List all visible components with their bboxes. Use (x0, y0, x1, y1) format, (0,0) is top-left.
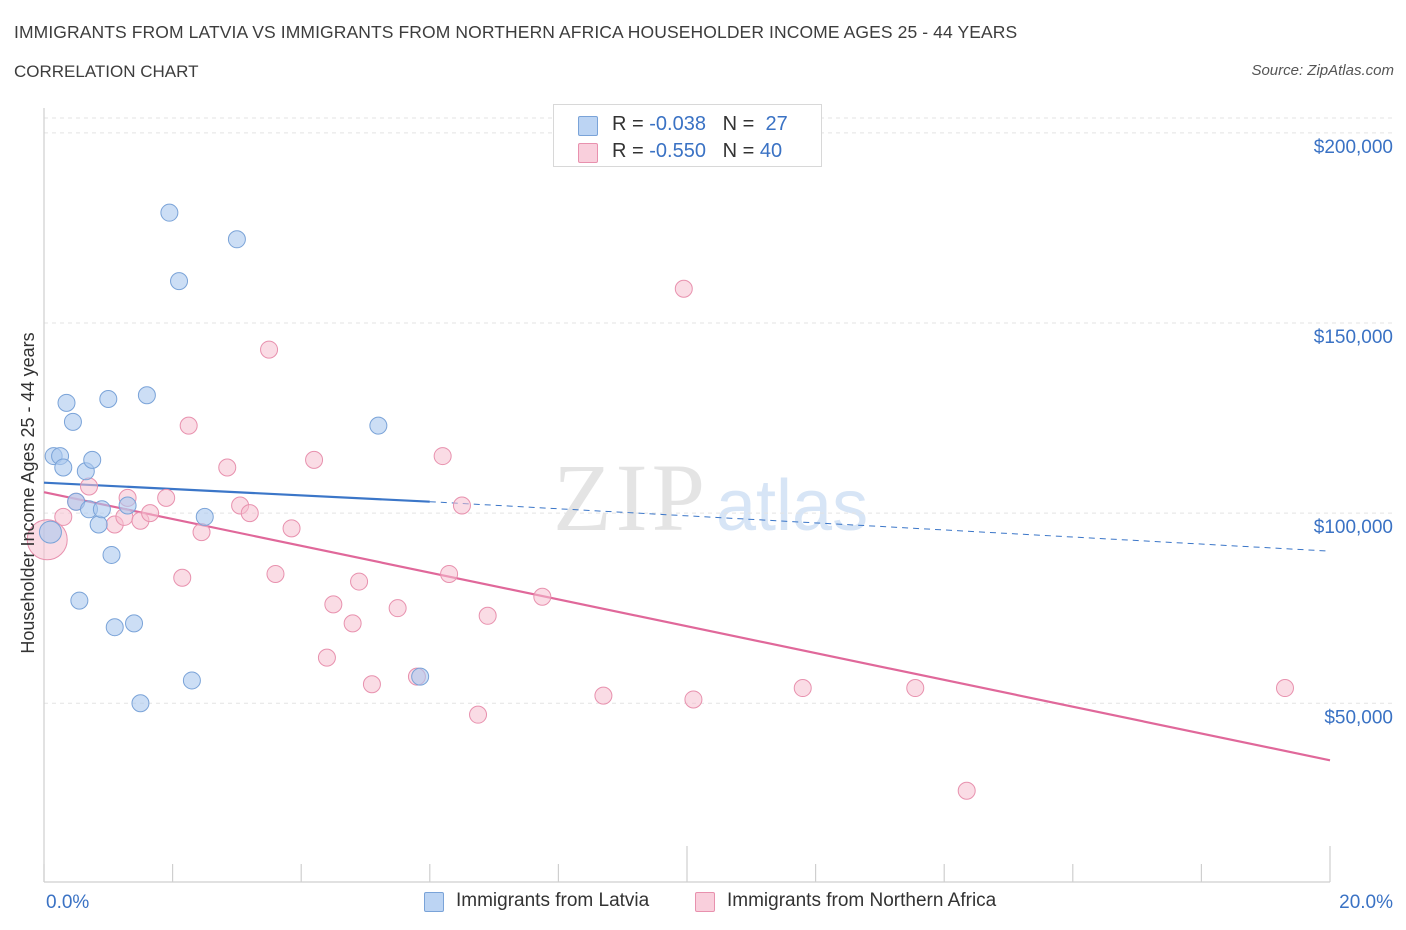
point-latvia (63, 412, 82, 431)
point-nafrica (478, 606, 497, 625)
point-latvia (70, 591, 89, 610)
point-latvia (131, 694, 150, 713)
point-latvia (182, 671, 201, 690)
point-nafrica (282, 519, 301, 538)
y-tick-label: $50,000 (1324, 707, 1393, 728)
point-nafrica (362, 675, 381, 694)
point-latvia (411, 667, 430, 686)
point-latvia (125, 614, 144, 633)
r-label: R = (612, 140, 644, 162)
y-tick-label: $200,000 (1314, 137, 1393, 158)
n-label: N = (722, 113, 755, 135)
y-axis-label: Householder Income Ages 25 - 44 years (18, 332, 38, 653)
point-nafrica (260, 340, 279, 359)
point-latvia (57, 393, 76, 412)
n-value-nafrica: 40 (759, 140, 783, 162)
point-nafrica (173, 568, 192, 587)
chart-title: IMMIGRANTS FROM LATVIA VS IMMIGRANTS FRO… (14, 22, 1018, 42)
point-nafrica (80, 477, 99, 496)
point-nafrica (324, 595, 343, 614)
y-tick-label: $100,000 (1314, 517, 1393, 538)
point-nafrica (674, 279, 693, 298)
point-latvia (137, 386, 156, 405)
point-latvia (227, 230, 246, 249)
point-nafrica (469, 705, 488, 724)
x-tick-label: 20.0% (1339, 892, 1393, 913)
point-nafrica (684, 690, 703, 709)
point-nafrica (433, 447, 452, 466)
watermark-zip: ZIP (553, 444, 709, 551)
nafrica-legend-swatch (695, 892, 715, 912)
point-nafrica (218, 458, 237, 477)
stats-legend: R = -0.038 N = 27 R = -0.550 N = 40 (553, 104, 822, 167)
point-nafrica (157, 488, 176, 507)
point-nafrica (179, 416, 198, 435)
point-nafrica (440, 564, 459, 583)
point-nafrica (305, 450, 324, 469)
n-label: N = (722, 140, 755, 162)
point-nafrica (594, 686, 613, 705)
point-nafrica (452, 496, 471, 515)
r-value-nafrica: -0.550 (649, 140, 706, 162)
point-nafrica (266, 564, 285, 583)
point-nafrica (343, 614, 362, 633)
source-credit: Source: ZipAtlas.com (1251, 62, 1394, 79)
point-latvia (38, 520, 62, 544)
point-nafrica (350, 572, 369, 591)
point-nafrica (793, 679, 812, 698)
n-value-latvia: 27 (765, 113, 788, 135)
point-nafrica (192, 523, 211, 542)
latvia-legend-swatch (424, 892, 444, 912)
point-nafrica (240, 504, 259, 523)
chart-subtitle: CORRELATION CHART (14, 62, 199, 81)
point-latvia (105, 618, 124, 637)
point-nafrica (957, 781, 976, 800)
trend-line-nafrica (43, 491, 1331, 762)
r-value-latvia: -0.038 (649, 113, 706, 135)
legend-label-nafrica: Immigrants from Northern Africa (727, 890, 997, 911)
series-legend: Immigrants from Latvia Immigrants from N… (0, 888, 1406, 918)
point-latvia (54, 458, 73, 477)
axes (43, 108, 1331, 883)
point-nafrica (1275, 679, 1294, 698)
x-tick-labels: 0.0% 20.0% (46, 892, 1393, 913)
trend-line-latvia (43, 481, 430, 503)
point-nafrica (317, 648, 336, 667)
nafrica-swatch (578, 143, 598, 163)
y-tick-label: $150,000 (1314, 327, 1393, 348)
y-tick-labels: $50,000 $100,000 $150,000 $200,000 (1314, 137, 1393, 728)
r-label: R = (612, 113, 644, 135)
point-nafrica (141, 504, 160, 523)
point-latvia (118, 496, 137, 515)
legend-label-latvia: Immigrants from Latvia (456, 890, 650, 911)
point-latvia (92, 500, 111, 519)
point-latvia (102, 545, 121, 564)
trend-lines (43, 481, 1331, 762)
point-latvia (369, 416, 388, 435)
point-latvia (83, 450, 102, 469)
watermark-atlas: atlas (716, 466, 868, 546)
point-nafrica (533, 587, 552, 606)
latvia-swatch (578, 116, 598, 136)
point-latvia (170, 272, 189, 291)
point-latvia (99, 390, 118, 409)
point-latvia (195, 507, 214, 526)
watermark: ZIP atlas (553, 444, 868, 551)
trend-line-latvia-extended (429, 501, 1331, 552)
point-nafrica (906, 679, 925, 698)
point-latvia (89, 515, 108, 534)
data-points (26, 203, 1294, 800)
point-nafrica (388, 599, 407, 618)
gridlines (44, 117, 1392, 704)
point-nafrica (54, 507, 73, 526)
point-latvia (160, 203, 179, 222)
x-tick-label: 0.0% (46, 892, 89, 913)
